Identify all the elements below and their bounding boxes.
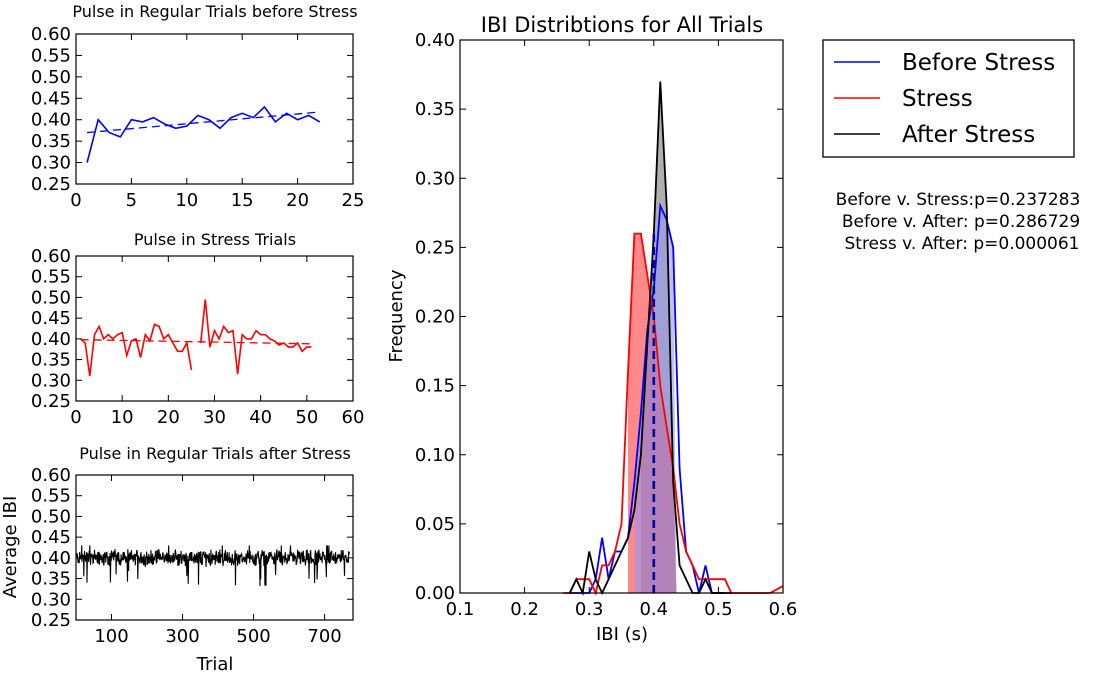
panel-before-stress-title: Pulse in Regular Trials before Stress xyxy=(72,2,357,21)
y-tick-label: 0.45 xyxy=(31,308,71,329)
y-tick-label: 0.20 xyxy=(415,307,455,328)
y-tick-label: 0.60 xyxy=(31,465,71,486)
x-tick-label: 0.2 xyxy=(510,599,539,620)
y-tick-label: 0.10 xyxy=(415,445,455,466)
distribution-line-1 xyxy=(563,232,784,596)
y-tick-label: 0.30 xyxy=(31,589,71,610)
y-tick-label: 0.25 xyxy=(31,610,71,631)
x-axis-label: Trial xyxy=(196,654,234,673)
y-tick-label: 0.45 xyxy=(31,88,71,109)
panel-distributions: IBI Distribtions for All Trials 0.1 0.2 0.… xyxy=(386,13,797,645)
y-tick-label: 0.15 xyxy=(415,376,455,397)
distribution-frame xyxy=(459,39,784,594)
stat-before-vs-after: Before v. After: p=0.286729 xyxy=(842,212,1080,232)
panel-stress: Pulse in Stress Trials 0 10 20 30 40 50 60 0.25… xyxy=(31,230,365,428)
x-tick-label: 0.1 xyxy=(446,599,475,620)
y-tick-label: 0.35 xyxy=(31,131,71,152)
y-tick-label: 0.50 xyxy=(31,67,71,88)
x-tick-label: 15 xyxy=(231,190,254,211)
x-tick-label: 20 xyxy=(157,407,180,428)
x-tick-label: 5 xyxy=(126,190,137,211)
x-tick-label: 100 xyxy=(94,626,128,647)
distribution-x-axis-label: IBI (s) xyxy=(596,624,648,645)
x-tick-label: 20 xyxy=(286,190,309,211)
x-tick-label: 700 xyxy=(307,626,341,647)
panel-after-stress: Pulse in Regular Trials after Stress 100… xyxy=(0,444,354,673)
y-tick-label: 0.45 xyxy=(31,527,71,548)
x-tick-label: 0.3 xyxy=(575,599,604,620)
y-tick-label: 0.55 xyxy=(31,267,71,288)
y-tick-label: 0.40 xyxy=(31,329,71,350)
x-tick-label: 0.6 xyxy=(769,599,798,620)
y-axis-label: Average IBI xyxy=(0,496,21,599)
y-tick-label: 0.25 xyxy=(31,174,71,195)
y-tick-label: 0.55 xyxy=(31,486,71,507)
pulse-line-stress-segment-1 xyxy=(80,323,193,377)
panel-after-stress-title: Pulse in Regular Trials after Stress xyxy=(79,444,351,463)
x-tick-label: 50 xyxy=(295,407,318,428)
y-tick-label: 0.35 xyxy=(415,99,455,120)
panel-stress-title: Pulse in Stress Trials xyxy=(134,230,296,249)
x-tick-label: 10 xyxy=(111,407,134,428)
stat-stress-vs-after: Stress v. After: p=0.000061 xyxy=(844,234,1079,254)
x-tick-label: 500 xyxy=(236,626,270,647)
x-tick-label: 25 xyxy=(342,190,365,211)
y-tick-label: 0.40 xyxy=(415,30,455,51)
y-tick-label: 0.40 xyxy=(31,110,71,131)
y-tick-label: 0.00 xyxy=(415,583,455,604)
panel-after-stress-frame xyxy=(75,474,354,621)
y-tick-label: 0.55 xyxy=(31,45,71,66)
y-tick-label: 0.30 xyxy=(415,168,455,189)
y-tick-label: 0.50 xyxy=(31,287,71,308)
pulse-line-after-stress xyxy=(75,545,350,587)
panel-before-stress: Pulse in Regular Trials before Stress 0 5… xyxy=(31,2,365,211)
shaded-area-0 xyxy=(634,205,677,593)
x-tick-label: 0.5 xyxy=(704,599,733,620)
y-tick-label: 0.05 xyxy=(415,514,455,535)
y-tick-label: 0.60 xyxy=(31,24,71,45)
panel-stress-frame xyxy=(75,255,354,402)
pulse-line-before-stress xyxy=(86,105,321,163)
x-tick-label: 300 xyxy=(165,626,199,647)
legend: Before Stress Stress After Stress xyxy=(822,39,1075,158)
y-tick-label: 0.25 xyxy=(31,391,71,412)
legend-label-stress: Stress xyxy=(902,86,973,112)
y-tick-label: 0.35 xyxy=(31,350,71,371)
y-tick-label: 0.30 xyxy=(31,153,71,174)
distribution-title: IBI Distribtions for All Trials xyxy=(481,13,763,37)
stat-before-vs-stress: Before v. Stress:p=0.237283 xyxy=(836,190,1081,210)
panel-before-stress-frame xyxy=(75,33,354,185)
x-tick-label: 40 xyxy=(249,407,272,428)
legend-label-before: Before Stress xyxy=(902,50,1055,76)
p-value-annotations: Before v. Stress:p=0.237283 Before v. Af… xyxy=(836,190,1081,254)
y-tick-label: 0.35 xyxy=(31,569,71,590)
y-tick-label: 0.30 xyxy=(31,370,71,391)
x-tick-label: 10 xyxy=(175,190,198,211)
y-tick-label: 0.50 xyxy=(31,506,71,527)
distribution-line-2 xyxy=(568,81,732,597)
y-tick-label: 0.40 xyxy=(31,548,71,569)
x-tick-label: 0 xyxy=(70,190,81,211)
x-tick-label: 0 xyxy=(70,407,81,428)
distribution-y-axis-label: Frequency xyxy=(386,269,407,362)
y-tick-label: 0.60 xyxy=(31,246,71,267)
legend-label-after: After Stress xyxy=(902,122,1035,148)
x-tick-label: 60 xyxy=(342,407,365,428)
x-tick-label: 0.4 xyxy=(639,599,668,620)
y-tick-label: 0.25 xyxy=(415,237,455,258)
pulse-line-stress-segment-2 xyxy=(199,299,312,375)
x-tick-label: 30 xyxy=(203,407,226,428)
